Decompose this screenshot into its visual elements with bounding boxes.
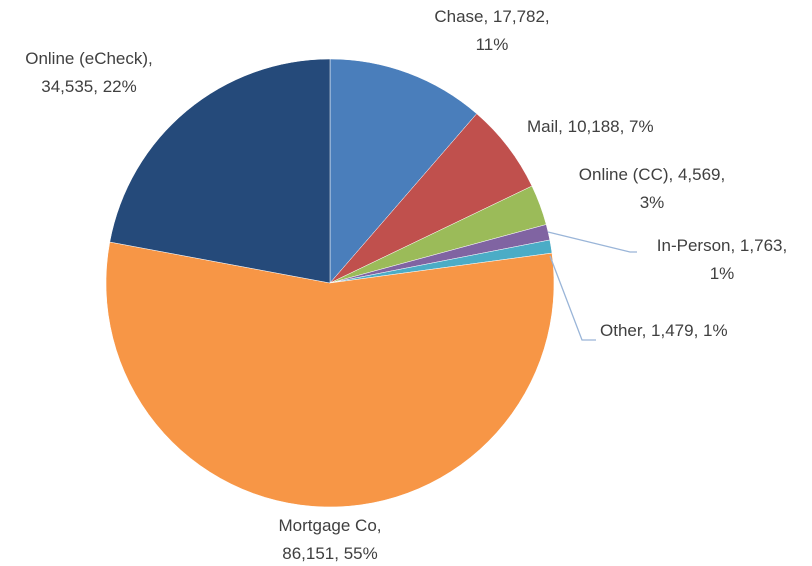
data-label-line: Other, 1,479, 1% [600,321,728,340]
pie-slice [105,241,555,508]
data-label-line: 34,535, 22% [41,77,136,96]
data-label-line: 1% [710,264,735,283]
leader-line [549,255,596,341]
data-label: Online (CC), 4,569, 3% [579,165,725,212]
pie-slice [329,58,478,284]
data-label-line: Online (CC), 4,569, [579,165,725,184]
data-label-line: Online (eCheck), [25,49,153,68]
data-label-line: 86,151, 55% [282,544,377,563]
data-label: Other, 1,479, 1% [600,321,728,340]
data-label: Mail, 10,188, 7% [527,117,654,136]
data-label: Chase, 17,782, 11% [434,7,549,54]
data-label: Mortgage Co, 86,151, 55% [279,516,382,563]
data-label-line: In-Person, 1,763, [657,236,787,255]
data-label-line: 3% [640,193,665,212]
data-label-line: 11% [476,35,509,54]
pie-slice [109,58,331,284]
data-label-line: Mortgage Co, [279,516,382,535]
data-label: In-Person, 1,763, 1% [657,236,787,283]
data-label-line: Chase, 17,782, [434,7,549,26]
data-label: Online (eCheck), 34,535, 22% [25,49,153,96]
data-label-line: Mail, 10,188, 7% [527,117,654,136]
leader-line [547,231,637,253]
